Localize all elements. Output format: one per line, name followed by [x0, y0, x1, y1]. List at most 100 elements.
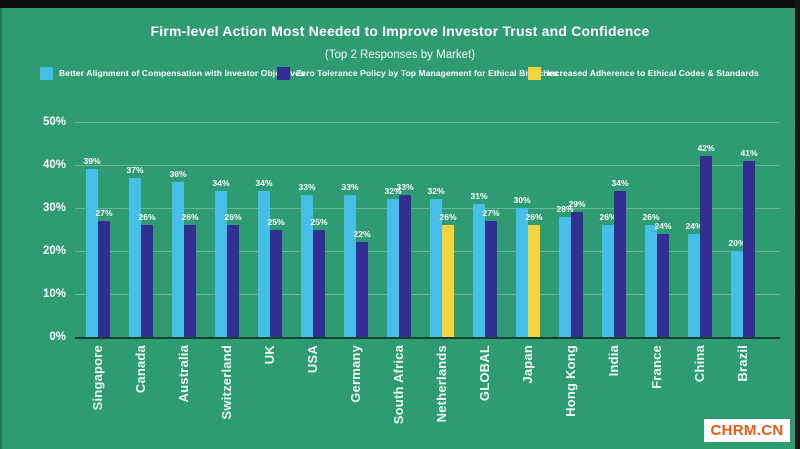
legend-swatch-navy [277, 66, 290, 80]
x-axis-label-netherlands: Netherlands [434, 345, 449, 423]
bar-netherlands-ethical-codes [442, 225, 454, 337]
x-axis-label-usa: USA [305, 345, 320, 374]
legend-swatch-light-blue [40, 66, 53, 80]
bar-china-zero-tolerance [700, 156, 712, 337]
bar-value-label: 42% [697, 143, 715, 154]
gridline [75, 122, 780, 123]
bar-value-label: 31% [470, 190, 488, 201]
bar-value-label: 26% [224, 212, 242, 223]
bar-france-zero-tolerance [657, 233, 669, 337]
x-axis-line [75, 337, 780, 339]
legend-label: Increased Adherence to Ethical Codes & S… [547, 68, 759, 78]
legend: Better Alignment of Compensation with In… [0, 66, 800, 82]
bar-canada-zero-tolerance [141, 225, 153, 337]
legend-item-compensation: Better Alignment of Compensation with In… [40, 66, 305, 80]
bar-brazil-zero-tolerance [743, 160, 755, 337]
x-axis-label-south-africa: South Africa [391, 345, 406, 425]
bar-value-label: 24% [654, 220, 672, 231]
bar-value-label: 27% [95, 207, 113, 218]
bar-value-label: 26% [181, 212, 199, 223]
x-axis-label-france: France [649, 345, 664, 389]
bar-japan-compensation [516, 208, 528, 337]
bar-japan-ethical-codes [528, 225, 540, 337]
plot-area: 39% 27% 37% 26% 36% 26% 34% 26% 34% 25% 33% 25% 33% 2… [75, 122, 780, 339]
bar-uk-compensation [258, 190, 270, 337]
bar-switzerland-compensation [215, 190, 227, 337]
bar-singapore-compensation [86, 169, 98, 337]
legend-item-ethical-codes: Increased Adherence to Ethical Codes & S… [528, 66, 759, 80]
right-dark-border [795, 0, 800, 449]
legend-swatch-yellow [528, 66, 541, 80]
x-axis-label-brazil: Brazil [735, 345, 750, 382]
bar-value-label: 34% [611, 177, 629, 188]
bar-value-label: 26% [599, 212, 617, 223]
bar-value-label: 27% [482, 207, 500, 218]
bar-singapore-zero-tolerance [98, 220, 110, 337]
y-axis-labels: 0% 10% 20% 30% 40% 50% [0, 116, 66, 352]
bar-value-label: 26% [138, 212, 156, 223]
y-tick-label: 50% [42, 116, 66, 128]
watermark: CHRM.CN [704, 419, 790, 442]
x-axis-label-singapore: Singapore [90, 345, 105, 411]
x-axis-label-hong-kong: Hong Kong [563, 345, 578, 417]
y-tick-label: 20% [42, 245, 66, 257]
bar-value-label: 25% [310, 216, 328, 227]
bar-value-label: 37% [126, 164, 144, 175]
bar-value-label: 33% [341, 182, 359, 193]
bar-value-label: 30% [513, 195, 531, 205]
x-axis-labels: Singapore Canada Australia Switzerland UK USA… [75, 345, 780, 449]
bar-france-compensation [645, 225, 657, 337]
x-axis-label-global: GLOBAL [477, 345, 492, 402]
y-tick-label: 30% [42, 202, 66, 214]
chart-title: Firm-level Action Most Needed to Improve… [150, 23, 650, 39]
gridline [75, 165, 780, 166]
bar-value-label: 41% [740, 147, 758, 158]
legend-label: Zero Tolerance Policy by Top Management … [296, 68, 559, 78]
bar-value-label: 25% [267, 216, 285, 227]
top-black-bar [0, 0, 800, 8]
bar-germany-compensation [344, 195, 356, 337]
bar-value-label: 33% [298, 182, 316, 193]
gridline [75, 294, 780, 295]
bar-value-label: 29% [568, 199, 586, 210]
x-axis-label-germany: Germany [348, 345, 363, 403]
bar-value-label: 26% [525, 212, 543, 223]
bar-value-label: 26% [439, 212, 457, 223]
bar-hong-kong-zero-tolerance [571, 212, 583, 337]
bar-value-label: 26% [642, 212, 660, 223]
x-axis-label-india: India [606, 345, 621, 377]
bar-hong-kong-compensation [559, 216, 571, 337]
bar-value-label: 22% [353, 229, 371, 240]
bar-australia-zero-tolerance [184, 225, 196, 337]
bar-value-label: 39% [83, 156, 101, 167]
bar-china-compensation [688, 233, 700, 337]
bar-usa-zero-tolerance [313, 229, 325, 337]
y-tick-label: 0% [49, 331, 66, 343]
gridline [75, 208, 780, 209]
left-dark-border [0, 8, 2, 449]
x-axis-label-japan: Japan [520, 345, 535, 384]
bar-value-label: 32% [427, 186, 445, 197]
x-axis-label-canada: Canada [133, 345, 148, 394]
bar-germany-zero-tolerance [356, 242, 368, 337]
gridline [75, 251, 780, 252]
bar-value-label: 28% [556, 203, 574, 214]
bar-value-label: 33% [396, 182, 414, 193]
bar-switzerland-zero-tolerance [227, 225, 239, 337]
bar-south-africa-zero-tolerance [399, 195, 411, 337]
legend-item-zero-tolerance: Zero Tolerance Policy by Top Management … [277, 66, 558, 80]
bar-india-compensation [602, 225, 614, 337]
bar-value-label: 24% [685, 220, 703, 231]
bar-brazil-compensation [731, 251, 743, 337]
bar-india-zero-tolerance [614, 190, 626, 337]
x-axis-label-switzerland: Switzerland [219, 345, 234, 420]
bar-south-africa-compensation [387, 199, 399, 337]
chart-subtitle: (Top 2 Responses by Market) [324, 49, 476, 61]
x-axis-label-australia: Australia [176, 345, 191, 403]
bar-global-compensation [473, 203, 485, 337]
bar-usa-compensation [301, 195, 313, 337]
x-axis-label-china: China [692, 345, 707, 383]
bar-global-zero-tolerance [485, 220, 497, 337]
bar-value-label: 34% [255, 177, 273, 188]
